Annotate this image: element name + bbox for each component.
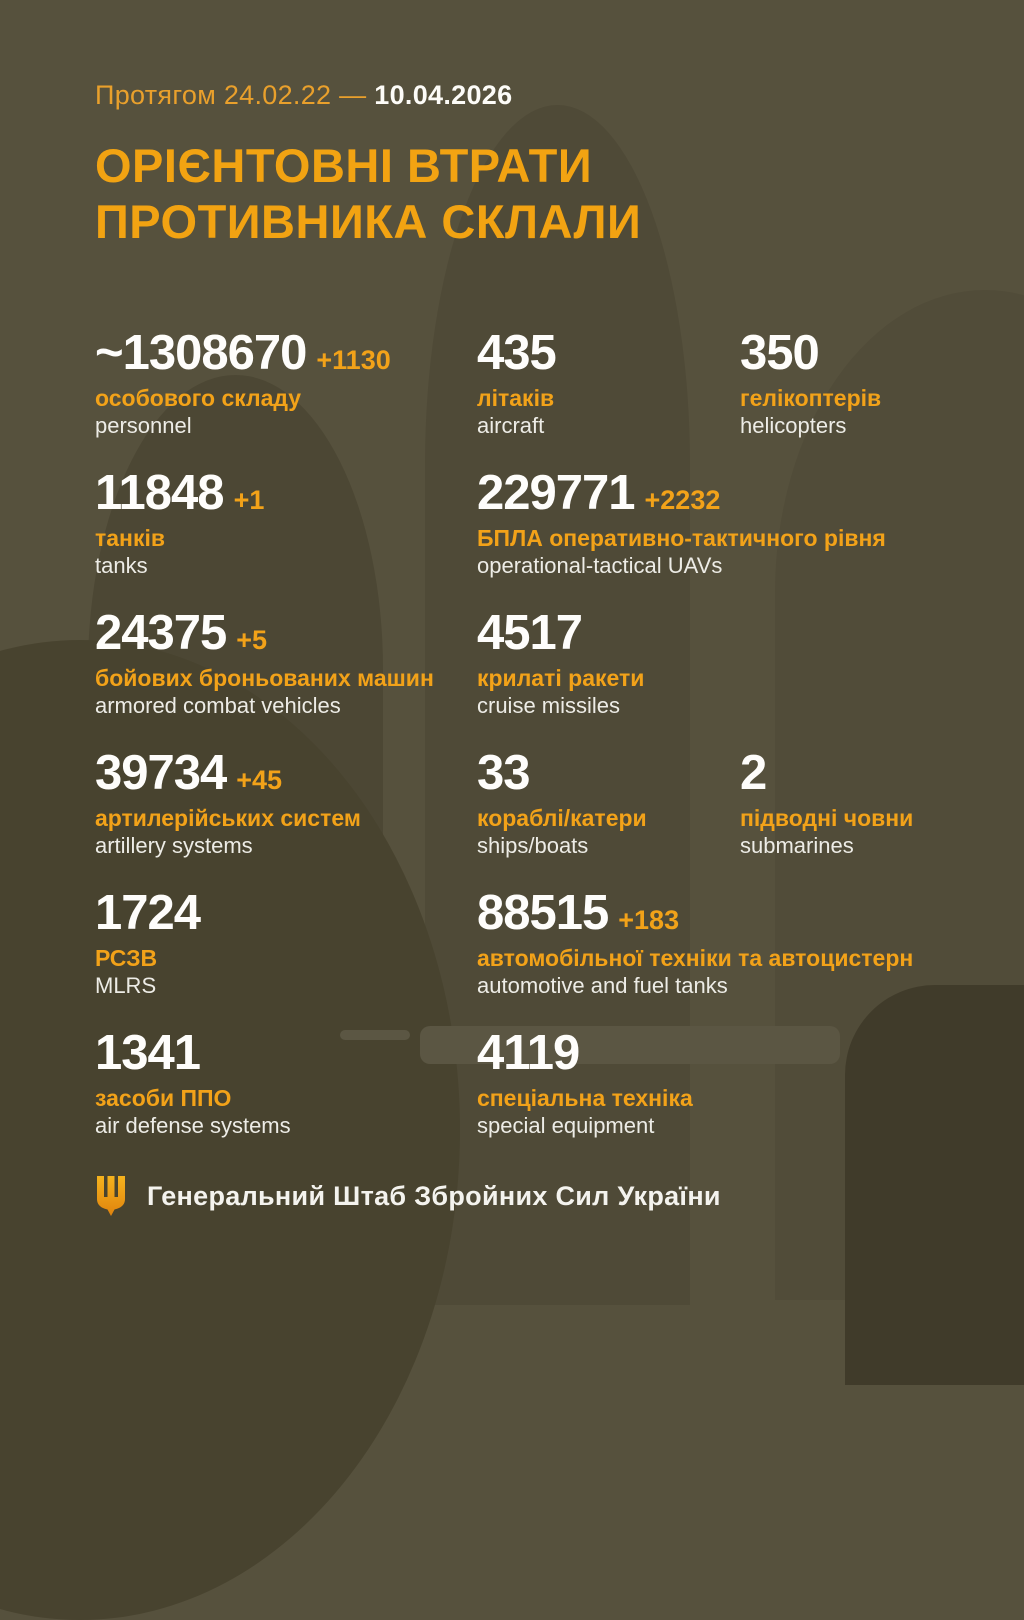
- stat-label-en: cruise missiles: [477, 693, 621, 718]
- stats-row-1: ~1308670 +1130 особового складу personne…: [95, 326, 994, 439]
- stat-label-en: personnel: [95, 413, 192, 438]
- page-title: ОРІЄНТОВНІ ВТРАТИ ПРОТИВНИКА СКЛАЛИ: [95, 138, 994, 250]
- stat-special-equipment: 4119 спеціальна техніка special equipmen…: [477, 1026, 994, 1139]
- stat-label-uk: засоби ППО: [95, 1085, 232, 1111]
- stat-vehicles-fuel-tanks: 88515 +183 автомобільної техніки та авто…: [477, 886, 994, 999]
- light-band-shape-small: [340, 1030, 410, 1040]
- stat-value: 39734: [95, 746, 227, 800]
- stat-label-uk: літаків: [477, 385, 555, 411]
- stats-row-4: 39734 +45 артилерійських систем artiller…: [95, 746, 994, 859]
- period-date: 10.04.2026: [374, 80, 513, 110]
- stat-label-en: MLRS: [95, 973, 157, 998]
- stat-delta: +45: [236, 765, 283, 795]
- stat-submarines: 2 підводні човни submarines: [740, 746, 994, 859]
- stat-value: 24375: [95, 606, 227, 660]
- stats-row-6: 1341 засоби ППО air defense systems 4119…: [95, 1026, 994, 1139]
- stat-delta: +183: [618, 905, 680, 935]
- report-period: Протягом 24.02.22 — 10.04.2026: [95, 78, 994, 112]
- stats-row-5: 1724 РСЗВ MLRS 88515 +183 автомобільної …: [95, 886, 994, 999]
- stat-armored-vehicles: 24375 +5 бойових броньованих машин armor…: [95, 606, 477, 719]
- source-attribution: Генеральний Штаб Збройних Сил України: [147, 1180, 721, 1211]
- stat-personnel: ~1308670 +1130 особового складу personne…: [95, 326, 477, 439]
- title-line-2: ПРОТИВНИКА СКЛАЛИ: [95, 195, 642, 248]
- stat-label-en: submarines: [740, 833, 854, 858]
- stat-label-uk: бойових броньованих машин: [95, 665, 434, 691]
- stat-air-defense: 1341 засоби ППО air defense systems: [95, 1026, 477, 1139]
- stat-label-uk: підводні човни: [740, 805, 914, 831]
- stat-value: ~1308670: [95, 326, 307, 380]
- stats-row-3: 24375 +5 бойових броньованих машин armor…: [95, 606, 994, 719]
- stat-label-uk: БПЛА оперативно-тактичного рівня: [477, 525, 886, 551]
- stat-label-en: armored combat vehicles: [95, 693, 341, 718]
- loss-statistics: ~1308670 +1130 особового складу personne…: [95, 326, 994, 1139]
- stat-label-uk: артилерійських систем: [95, 805, 361, 831]
- stat-uavs: 229771 +2232 БПЛА оперативно-тактичного …: [477, 466, 994, 579]
- stat-label-uk: танків: [95, 525, 165, 551]
- stat-label-uk: гелікоптерів: [740, 385, 882, 411]
- stats-row-2: 11848 +1 танків tanks 229771 +2232 БПЛА …: [95, 466, 994, 579]
- artillery-shell-silhouette-center: [425, 105, 690, 1305]
- stat-value: 229771: [477, 466, 636, 520]
- footer: Генеральний Штаб Збройних Сил України: [95, 1175, 994, 1217]
- stat-cruise-missiles: 4517 крилаті ракети cruise missiles: [477, 606, 994, 719]
- stat-label-uk: автомобільної техніки та автоцистерн: [477, 945, 914, 971]
- stat-helicopters: 350 гелікоптерів helicopters: [740, 326, 994, 439]
- stat-delta: +1: [233, 485, 265, 515]
- stat-label-uk: спеціальна техніка: [477, 1085, 693, 1111]
- stat-value: 11848: [95, 466, 225, 520]
- stat-label-uk: РСЗВ: [95, 945, 158, 971]
- stat-value: 88515: [477, 886, 609, 940]
- stat-delta: +1130: [316, 345, 391, 375]
- stat-delta: +5: [236, 625, 268, 655]
- stat-label-en: helicopters: [740, 413, 847, 438]
- stat-label-en: special equipment: [477, 1113, 655, 1138]
- stat-artillery: 39734 +45 артилерійських систем artiller…: [95, 746, 477, 859]
- period-prefix: Протягом 24.02.22 —: [95, 80, 367, 110]
- stat-value: 1724: [95, 886, 201, 940]
- stat-label-en: aircraft: [477, 413, 545, 438]
- stat-value: 4119: [477, 1026, 580, 1080]
- stat-label-en: tanks: [95, 553, 148, 578]
- stat-label-en: operational-tactical UAVs: [477, 553, 723, 578]
- light-band-shape: [420, 1026, 840, 1064]
- stat-aircraft: 435 літаків aircraft: [477, 326, 740, 439]
- stat-value: 4517: [477, 606, 583, 660]
- stat-label-uk: особового складу: [95, 385, 302, 411]
- ukraine-trident-icon: [97, 1176, 125, 1216]
- stat-delta: +2232: [644, 485, 721, 515]
- stat-label-en: automotive and fuel tanks: [477, 973, 728, 998]
- stat-tanks: 11848 +1 танків tanks: [95, 466, 477, 579]
- stat-mlrs: 1724 РСЗВ MLRS: [95, 886, 477, 999]
- stat-label-en: air defense systems: [95, 1113, 291, 1138]
- stat-value: 33: [477, 746, 531, 800]
- stat-label-uk: кораблі/катери: [477, 805, 647, 831]
- stat-value: 350: [740, 326, 820, 380]
- stat-label-en: artillery systems: [95, 833, 253, 858]
- infographic: Протягом 24.02.22 — 10.04.2026 ОРІЄНТОВН…: [95, 78, 994, 1217]
- stat-ships: 33 кораблі/катери ships/boats: [477, 746, 740, 859]
- title-line-1: ОРІЄНТОВНІ ВТРАТИ: [95, 139, 593, 192]
- stat-value: 1341: [95, 1026, 201, 1080]
- stat-value: 435: [477, 326, 557, 380]
- stat-label-uk: крилаті ракети: [477, 665, 645, 691]
- stat-label-en: ships/boats: [477, 833, 589, 858]
- stat-value: 2: [740, 746, 767, 800]
